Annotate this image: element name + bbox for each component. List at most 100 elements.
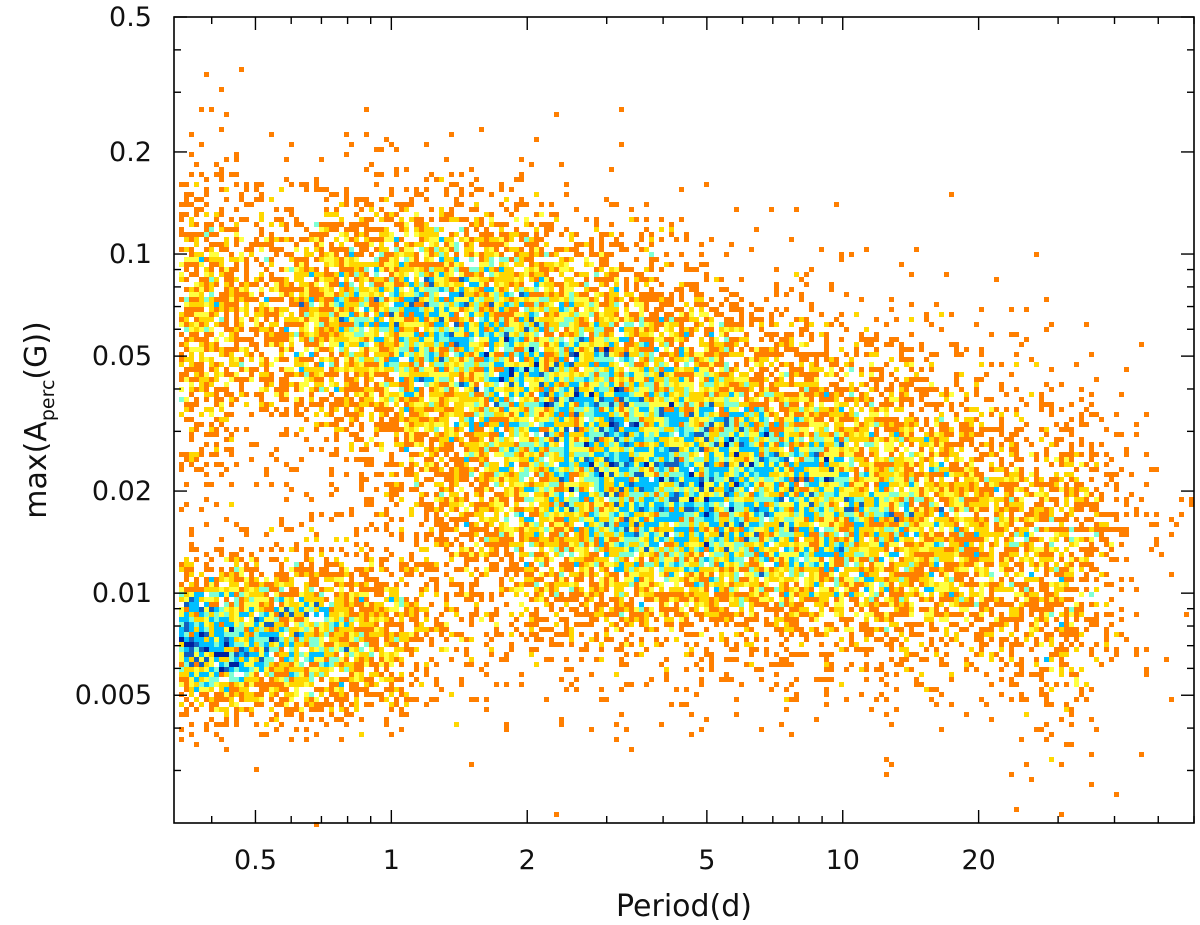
data-point bbox=[439, 402, 444, 407]
data-point bbox=[914, 422, 919, 427]
data-point bbox=[629, 432, 634, 437]
data-point bbox=[619, 267, 624, 272]
data-point bbox=[524, 427, 529, 432]
data-point bbox=[439, 322, 444, 327]
data-point bbox=[754, 442, 759, 447]
data-point bbox=[804, 342, 809, 347]
data-point bbox=[249, 297, 254, 302]
data-point bbox=[429, 347, 434, 352]
data-point bbox=[564, 322, 569, 327]
data-point bbox=[834, 447, 839, 452]
data-point bbox=[364, 317, 369, 322]
data-point bbox=[349, 222, 354, 227]
data-point bbox=[779, 352, 784, 357]
data-point bbox=[979, 442, 984, 447]
data-point bbox=[374, 387, 379, 392]
data-point bbox=[834, 392, 839, 397]
data-point bbox=[644, 357, 649, 362]
data-point bbox=[414, 272, 419, 277]
data-point bbox=[599, 302, 604, 307]
data-point bbox=[909, 442, 914, 447]
data-point bbox=[439, 417, 444, 422]
data-point bbox=[599, 417, 604, 422]
data-point bbox=[634, 407, 639, 412]
data-point bbox=[679, 342, 684, 347]
data-point bbox=[329, 277, 334, 282]
data-point bbox=[704, 387, 709, 392]
data-point bbox=[529, 237, 534, 242]
data-point bbox=[464, 317, 469, 322]
data-point bbox=[834, 382, 839, 387]
data-point bbox=[389, 327, 394, 332]
data-point bbox=[739, 352, 744, 357]
data-point bbox=[874, 432, 879, 437]
data-point bbox=[394, 287, 399, 292]
data-point bbox=[1009, 332, 1014, 337]
data-point bbox=[414, 287, 419, 292]
data-point bbox=[434, 362, 439, 367]
data-point bbox=[189, 292, 194, 297]
data-point bbox=[349, 357, 354, 362]
data-point bbox=[719, 277, 724, 282]
data-point bbox=[419, 292, 424, 297]
data-point bbox=[224, 287, 229, 292]
data-point bbox=[804, 372, 809, 377]
data-point bbox=[429, 262, 434, 267]
data-point bbox=[584, 367, 589, 372]
data-point bbox=[219, 347, 224, 352]
data-point bbox=[874, 447, 879, 452]
data-point bbox=[859, 372, 864, 377]
data-point bbox=[769, 432, 774, 437]
data-point bbox=[484, 282, 489, 287]
data-point bbox=[209, 427, 214, 432]
data-point bbox=[514, 332, 519, 337]
data-point bbox=[449, 232, 454, 237]
data-point bbox=[434, 287, 439, 292]
data-point bbox=[254, 347, 259, 352]
data-point bbox=[594, 432, 599, 437]
data-point bbox=[399, 332, 404, 337]
data-point bbox=[324, 387, 329, 392]
data-point bbox=[469, 282, 474, 287]
data-point bbox=[344, 332, 349, 337]
data-point bbox=[1049, 367, 1054, 372]
data-point bbox=[944, 397, 949, 402]
data-point bbox=[224, 282, 229, 287]
data-point bbox=[479, 417, 484, 422]
data-point bbox=[284, 207, 289, 212]
data-point bbox=[609, 317, 614, 322]
data-point bbox=[244, 377, 249, 382]
data-point bbox=[234, 317, 239, 322]
data-point bbox=[689, 382, 694, 387]
data-point bbox=[509, 372, 514, 377]
data-point bbox=[589, 412, 594, 417]
data-point bbox=[794, 422, 799, 427]
data-point bbox=[329, 352, 334, 357]
data-point bbox=[959, 372, 964, 377]
data-point bbox=[459, 367, 464, 372]
data-point bbox=[409, 412, 414, 417]
data-point bbox=[614, 377, 619, 382]
data-point bbox=[334, 312, 339, 317]
data-point bbox=[544, 332, 549, 337]
data-point bbox=[434, 227, 439, 232]
data-point bbox=[1039, 402, 1044, 407]
data-point bbox=[224, 242, 229, 247]
data-point bbox=[634, 397, 639, 402]
data-point bbox=[389, 407, 394, 412]
data-point bbox=[559, 427, 564, 432]
data-point bbox=[1009, 432, 1014, 437]
data-point bbox=[774, 387, 779, 392]
data-point bbox=[449, 242, 454, 247]
data-point bbox=[904, 347, 909, 352]
data-point bbox=[679, 337, 684, 342]
data-point bbox=[694, 407, 699, 412]
data-point bbox=[244, 267, 249, 272]
data-point bbox=[544, 447, 549, 452]
data-point bbox=[404, 302, 409, 307]
data-point bbox=[404, 352, 409, 357]
data-point bbox=[414, 352, 419, 357]
data-point bbox=[334, 237, 339, 242]
data-point bbox=[454, 312, 459, 317]
data-point bbox=[639, 307, 644, 312]
